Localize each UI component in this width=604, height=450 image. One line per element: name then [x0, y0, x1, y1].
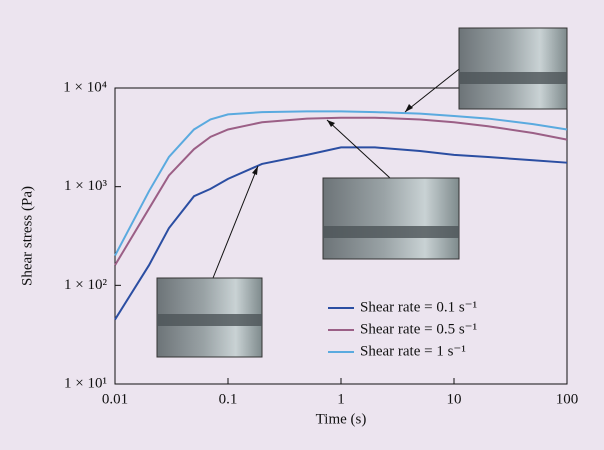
series-line	[114, 116, 568, 266]
arrowhead	[327, 120, 335, 127]
x-tick-label: 100	[556, 391, 579, 407]
y-tick-label: 1 × 10³	[64, 178, 107, 194]
insets	[156, 27, 568, 358]
y-axis-label: Shear stress (Pa)	[19, 186, 35, 286]
arrow	[326, 119, 391, 179]
legend-label: Shear rate = 0.5 s⁻¹	[360, 321, 477, 337]
inset-band	[157, 314, 262, 326]
x-tick-label: 0.01	[102, 391, 128, 407]
x-axis-label: Time (s)	[316, 411, 367, 427]
inset-band	[323, 226, 459, 238]
series-line	[114, 110, 568, 257]
y-tick-label: 1 × 10²	[64, 277, 107, 293]
inset-band	[459, 72, 567, 84]
x-tick-label: 0.1	[219, 391, 238, 407]
x-tick-label: 1	[337, 391, 345, 407]
legend-label: Shear rate = 0.1 s⁻¹	[360, 299, 477, 315]
arrowhead	[405, 104, 413, 112]
arrowhead	[252, 166, 258, 175]
inset-image	[322, 177, 460, 260]
series-line	[114, 146, 568, 321]
y-tick-label: 1 × 10⁴	[63, 79, 107, 95]
arrow	[404, 65, 464, 113]
inset-image	[458, 27, 568, 110]
arrow	[212, 165, 259, 279]
legend-label: Shear rate = 1 s⁻¹	[360, 343, 466, 359]
x-tick-label: 10	[447, 391, 462, 407]
y-tick-label: 1 × 10¹	[64, 375, 107, 391]
